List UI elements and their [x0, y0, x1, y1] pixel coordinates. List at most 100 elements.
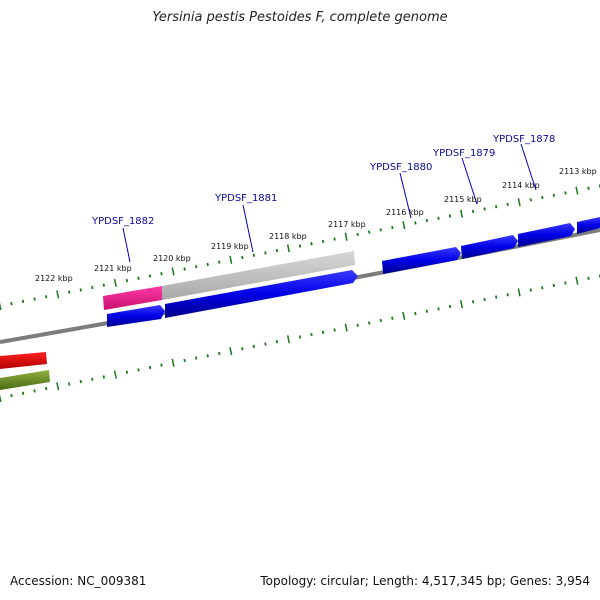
- inner-tick: [517, 288, 521, 297]
- cds-arrow-1880: [382, 247, 461, 274]
- outer-tick: [356, 232, 359, 237]
- inner-tick: [368, 321, 371, 325]
- outer-tick: [541, 195, 544, 200]
- outer-tick: [344, 232, 348, 241]
- inner-tick: [286, 335, 291, 344]
- inner-tick: [356, 323, 359, 327]
- outer-tick: [414, 221, 417, 225]
- inner-tick: [195, 356, 198, 360]
- outer-tick: [0, 302, 2, 311]
- map-title: Yersinia pestis Pestoides F, complete ge…: [152, 10, 448, 25]
- inner-tick: [33, 389, 36, 393]
- inner-tick: [506, 293, 509, 297]
- outer-tick: [137, 276, 140, 280]
- outer-tick: [252, 253, 255, 257]
- inner-tick: [459, 300, 464, 309]
- outer-tick: [241, 255, 244, 260]
- scale-label-2122: 2122 kbp: [35, 274, 73, 283]
- outer-tick: [125, 278, 129, 283]
- outer-tick: [206, 262, 209, 267]
- inner-tick: [160, 363, 163, 367]
- outer-tick: [21, 299, 25, 304]
- inner-tick: [79, 379, 82, 384]
- inner-tick: [275, 340, 279, 344]
- outer-tick: [425, 218, 429, 223]
- inner-tick: [529, 288, 532, 292]
- outer-tick: [286, 244, 290, 253]
- outer-tick: [310, 242, 313, 246]
- outer-tick: [564, 191, 567, 195]
- inner-tick: [45, 386, 48, 391]
- cds-arrow-1882: [107, 305, 165, 327]
- outer-tick: [333, 237, 336, 241]
- outer-tick: [448, 214, 452, 218]
- inner-tick: [575, 276, 579, 285]
- cds-arrow-1879: [461, 235, 518, 259]
- gene-label-1881: YPDSF_1881: [214, 193, 277, 204]
- inner-tick: [495, 295, 498, 299]
- inner-tick: [68, 382, 71, 386]
- outer-tick: [113, 278, 117, 287]
- inner-tick: [483, 297, 486, 302]
- outer-tick: [218, 260, 221, 264]
- outer-tick: [79, 288, 82, 292]
- inner-tick: [0, 394, 2, 403]
- inner-tick: [148, 365, 152, 370]
- inner-tick: [321, 330, 325, 334]
- inner-tick: [425, 309, 429, 313]
- outer-tick: [68, 290, 71, 294]
- inner-tick: [541, 286, 544, 290]
- inner-tick: [91, 377, 94, 381]
- inner-tick: [102, 375, 105, 379]
- scale-label-2113: 2113 kbp: [559, 167, 597, 176]
- inner-tick: [171, 358, 175, 367]
- scale-label-2119: 2119 kbp: [211, 242, 249, 251]
- outer-tick: [160, 272, 163, 276]
- inner-tick: [414, 311, 417, 316]
- outer-tick: [45, 295, 48, 299]
- outer-tick: [229, 255, 233, 264]
- inner-tick: [391, 316, 394, 320]
- scale-label-2121: 2121 kbp: [94, 264, 132, 273]
- outer-tick: [33, 297, 36, 301]
- outer-tick: [437, 216, 440, 220]
- outer-tick: [506, 202, 509, 207]
- inner-tick: [206, 354, 209, 358]
- topology-summary: Topology: circular; Length: 4,517,345 bp…: [260, 574, 590, 588]
- inner-tick: [183, 358, 186, 363]
- scale-label-2114: 2114 kbp: [502, 181, 540, 190]
- inner-tick-track: [0, 274, 600, 403]
- inner-tick: [218, 351, 221, 356]
- outer-tick: [575, 186, 579, 195]
- inner-tick: [344, 323, 348, 332]
- inner-tick: [56, 382, 60, 391]
- label-line-1879: [461, 157, 478, 205]
- outer-tick: [10, 302, 13, 306]
- outer-tick: [183, 267, 186, 271]
- inner-tick: [264, 342, 267, 346]
- scale-label-2115: 2115 kbp: [444, 195, 482, 204]
- accession-text: Accession: NC_009381: [10, 574, 147, 588]
- outer-tick: [264, 251, 267, 255]
- inner-tick: [564, 281, 567, 285]
- outer-tick: [91, 285, 94, 290]
- scale-label-2116: 2116 kbp: [386, 208, 424, 217]
- outer-tick: [379, 228, 382, 232]
- outer-tick: [391, 225, 394, 230]
- gene-feature-grey: [162, 251, 355, 300]
- inner-tick: [587, 276, 590, 280]
- label-line-1878: [520, 143, 537, 191]
- feature-red: [0, 352, 47, 369]
- inner-tick: [552, 283, 555, 288]
- inner-tick: [333, 328, 336, 332]
- inner-tick: [298, 335, 302, 339]
- inner-tick: [379, 318, 382, 323]
- outer-tick: [171, 267, 175, 276]
- outer-tick: [471, 209, 475, 214]
- inner-tick: [402, 311, 406, 320]
- inner-tick: [448, 304, 452, 309]
- inner-tick: [10, 394, 13, 398]
- scale-label-2117: 2117 kbp: [328, 220, 366, 229]
- inner-tick: [21, 391, 25, 395]
